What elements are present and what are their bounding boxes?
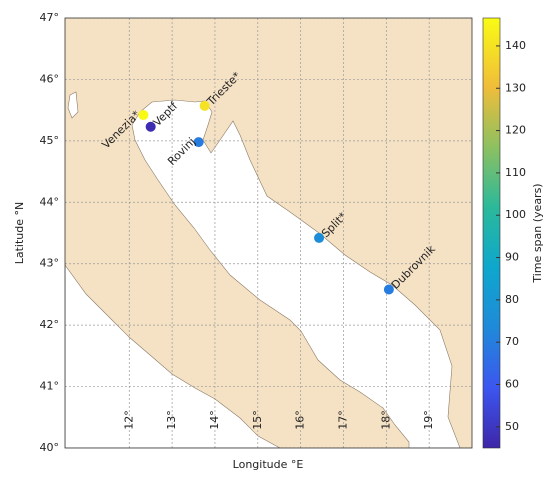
tyrrhenian-sea (65, 264, 281, 448)
y-axis-label: Latitude °N (13, 202, 26, 265)
y-tick-label: 45° (40, 134, 60, 147)
x-tick-label: 16° (294, 410, 307, 430)
colorbar-tick-label: 100 (505, 208, 526, 221)
x-tick-label: 13° (165, 410, 178, 430)
y-tick-label: 40° (40, 441, 60, 454)
station-marker (138, 110, 149, 121)
y-tick-label: 42° (40, 318, 60, 331)
station-marker (145, 121, 156, 132)
y-tick-label: 46° (40, 72, 60, 85)
plot-frame (64, 17, 473, 449)
y-tick-label: 43° (40, 257, 60, 270)
colorbar (482, 17, 501, 449)
station-marker (193, 137, 204, 148)
x-axis-label: Longitude °E (233, 458, 304, 471)
x-tick-label: 14° (208, 410, 221, 430)
colorbar-tick-label: 90 (505, 251, 519, 264)
colorbar-tick-label: 120 (505, 124, 526, 137)
map-area (65, 18, 472, 448)
colorbar-tick-label: 80 (505, 293, 519, 306)
x-tick-label: 18° (379, 410, 392, 430)
colorbar-tick-label: 130 (505, 81, 526, 94)
colorbar-tick-label: 70 (505, 335, 519, 348)
x-tick-label: 15° (251, 410, 264, 430)
station-marker (314, 232, 325, 243)
colorbar-tick-label: 50 (505, 420, 519, 433)
x-tick-label: 17° (336, 410, 349, 430)
y-tick-label: 44° (40, 195, 60, 208)
station-marker (199, 100, 210, 111)
y-tick-label: 47° (40, 11, 60, 24)
colorbar-tick-label: 110 (505, 166, 526, 179)
x-tick-label: 19° (422, 410, 435, 430)
x-tick-label: 12° (122, 410, 135, 430)
lake (67, 91, 79, 119)
station-marker (383, 284, 394, 295)
colorbar-tick-label: 60 (505, 378, 519, 391)
colorbar-label: Time span (years) (531, 183, 544, 283)
colorbar-tick-label: 140 (505, 39, 526, 52)
y-tick-label: 41° (40, 380, 60, 393)
